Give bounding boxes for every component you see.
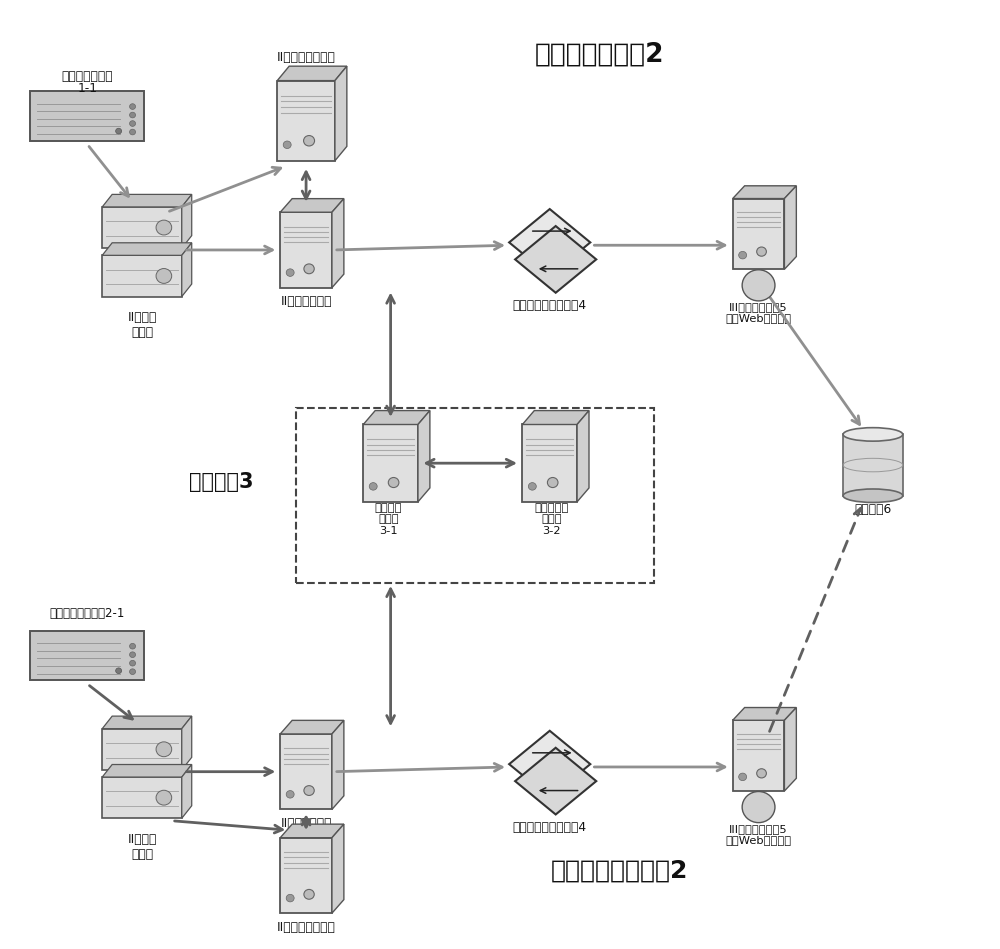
Circle shape <box>286 269 294 276</box>
Polygon shape <box>784 186 796 270</box>
Ellipse shape <box>843 428 903 441</box>
Polygon shape <box>509 731 590 797</box>
Text: 正反向物理隔离装置4: 正反向物理隔离装置4 <box>513 299 587 312</box>
Circle shape <box>286 894 294 902</box>
Circle shape <box>130 103 136 109</box>
FancyBboxPatch shape <box>280 734 332 809</box>
Circle shape <box>116 668 122 674</box>
FancyBboxPatch shape <box>280 838 332 913</box>
Circle shape <box>130 121 136 126</box>
Circle shape <box>757 247 766 256</box>
Polygon shape <box>332 198 344 288</box>
Text: 正反向物理隔离装置4: 正反向物理隔离装置4 <box>513 821 587 834</box>
FancyBboxPatch shape <box>102 255 182 297</box>
Circle shape <box>286 791 294 798</box>
Polygon shape <box>102 195 192 207</box>
Text: 主电量采集终端: 主电量采集终端 <box>61 70 113 83</box>
Polygon shape <box>280 720 344 734</box>
Polygon shape <box>335 66 347 160</box>
FancyBboxPatch shape <box>277 81 335 160</box>
FancyBboxPatch shape <box>280 213 332 288</box>
Text: 电能计量灾备系统2: 电能计量灾备系统2 <box>551 859 688 883</box>
Circle shape <box>757 769 766 778</box>
Circle shape <box>130 669 136 675</box>
Polygon shape <box>102 243 192 255</box>
Circle shape <box>304 264 314 273</box>
Circle shape <box>304 889 314 900</box>
Text: 外部系统6: 外部系统6 <box>854 503 892 516</box>
Polygon shape <box>277 66 347 81</box>
Polygon shape <box>102 716 192 729</box>
Polygon shape <box>522 411 589 424</box>
FancyBboxPatch shape <box>733 720 784 791</box>
Circle shape <box>388 477 399 488</box>
FancyBboxPatch shape <box>363 424 418 502</box>
Ellipse shape <box>843 489 903 502</box>
Text: 数据融合
服务器
3-1: 数据融合 服务器 3-1 <box>375 503 402 536</box>
FancyBboxPatch shape <box>102 777 182 818</box>
Circle shape <box>130 112 136 118</box>
Polygon shape <box>733 708 796 720</box>
FancyBboxPatch shape <box>30 631 144 680</box>
Polygon shape <box>509 209 590 276</box>
Circle shape <box>116 128 122 134</box>
FancyBboxPatch shape <box>102 207 182 249</box>
Circle shape <box>130 643 136 649</box>
Polygon shape <box>280 824 344 838</box>
Text: 中间数据库
服务器
3-2: 中间数据库 服务器 3-2 <box>535 503 569 536</box>
FancyBboxPatch shape <box>733 198 784 270</box>
Polygon shape <box>784 708 796 791</box>
Polygon shape <box>418 411 430 502</box>
Polygon shape <box>577 411 589 502</box>
Text: II区应用服务器: II区应用服务器 <box>280 295 332 308</box>
Text: II区应用服务器: II区应用服务器 <box>280 817 332 830</box>
Text: 融合平台3: 融合平台3 <box>189 472 254 492</box>
Circle shape <box>304 786 314 795</box>
Text: 灾备电能采集终端2-1: 灾备电能采集终端2-1 <box>50 606 125 620</box>
Text: 电能计量主系统2: 电能计量主系统2 <box>535 42 664 67</box>
Polygon shape <box>280 198 344 213</box>
Circle shape <box>156 269 172 284</box>
Polygon shape <box>102 765 192 777</box>
Text: II区数据库服务器: II区数据库服务器 <box>277 921 336 934</box>
Circle shape <box>742 270 775 301</box>
Text: III区通信服务器5
（兼Web服务器）: III区通信服务器5 （兼Web服务器） <box>725 824 792 846</box>
Polygon shape <box>515 748 596 814</box>
Text: II区数据库服务器: II区数据库服务器 <box>277 51 336 65</box>
Polygon shape <box>733 186 796 198</box>
Circle shape <box>156 220 172 235</box>
FancyBboxPatch shape <box>30 91 144 140</box>
Circle shape <box>739 251 747 259</box>
Circle shape <box>130 652 136 658</box>
Polygon shape <box>843 435 903 495</box>
Polygon shape <box>363 411 430 424</box>
Circle shape <box>304 136 315 146</box>
Polygon shape <box>515 226 596 292</box>
Text: II区采集
服务器: II区采集 服务器 <box>127 311 157 340</box>
Circle shape <box>130 661 136 666</box>
Text: 1-1: 1-1 <box>77 83 97 95</box>
Circle shape <box>283 141 291 149</box>
Circle shape <box>528 483 536 491</box>
FancyBboxPatch shape <box>102 729 182 770</box>
Text: III区通信服务器5
（兼Web服务器）: III区通信服务器5 （兼Web服务器） <box>725 302 792 324</box>
Polygon shape <box>182 195 192 249</box>
Circle shape <box>130 129 136 135</box>
Text: II区采集
服务器: II区采集 服务器 <box>127 833 157 861</box>
Polygon shape <box>332 824 344 913</box>
FancyBboxPatch shape <box>522 424 577 502</box>
Circle shape <box>742 791 775 823</box>
Circle shape <box>369 483 377 491</box>
Polygon shape <box>182 716 192 770</box>
Circle shape <box>156 742 172 756</box>
Circle shape <box>156 791 172 805</box>
Polygon shape <box>332 720 344 809</box>
Polygon shape <box>182 765 192 818</box>
Polygon shape <box>182 243 192 297</box>
Circle shape <box>739 773 747 781</box>
Circle shape <box>547 477 558 488</box>
